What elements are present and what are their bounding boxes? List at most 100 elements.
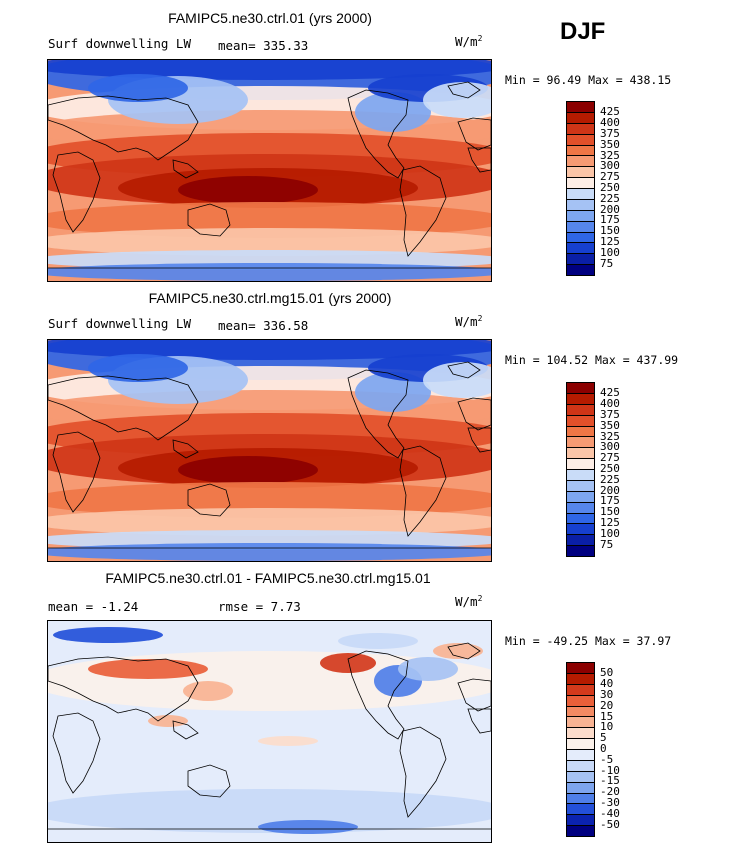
colorbar-tick-label: 325 (600, 148, 620, 162)
coastline (457, 678, 491, 712)
colorbar-swatch (567, 458, 594, 469)
panel-3-colorbar-labels: 50 40 30 20 15 10 5 0 -5 -10 -15 -20 -30 -40 -50 (600, 662, 640, 835)
colorbar-tick-label: 325 (600, 429, 620, 443)
panel-1-minmax: Min = 96.49 Max = 438.15 (505, 73, 672, 87)
coastline (347, 650, 409, 740)
coastline (447, 361, 481, 379)
colorbar-tick-label: 425 (600, 386, 620, 400)
panel-2-units: W/m2 (455, 314, 483, 330)
panel-2-minmax: Min = 104.52 Max = 437.99 (505, 353, 679, 367)
coastline (457, 117, 491, 151)
field-contour (355, 372, 431, 412)
field-contour (88, 354, 188, 382)
field-contour (320, 653, 376, 673)
colorbar-tick-label: 375 (600, 126, 620, 140)
panel-1-title: FAMIPC5.ne30.ctrl.01 (yrs 2000) (168, 10, 372, 26)
panel-1-variable-label: Surf downwelling LW (48, 36, 191, 51)
colorbar-tick-label: 225 (600, 191, 620, 205)
colorbar-swatch (567, 436, 594, 448)
colorbar-swatch (567, 534, 594, 546)
colorbar-tick-label: 75 (600, 256, 614, 270)
colorbar-tick-label: 100 (600, 245, 620, 259)
coastline (48, 656, 199, 722)
colorbar-swatch (567, 490, 594, 502)
field-contour (258, 736, 318, 746)
colorbar-swatch (567, 253, 594, 265)
coastline (399, 165, 447, 257)
colorbar-tick-label: 200 (600, 202, 620, 216)
colorbar-swatch (567, 383, 594, 393)
colorbar-tick-label: 100 (600, 526, 620, 540)
field-contour (48, 508, 491, 536)
colorbar-tick-label: 275 (600, 451, 620, 465)
colorbar-tick-label: -5 (600, 752, 614, 766)
coastline (48, 95, 199, 161)
colorbar-tick-label: 200 (600, 483, 620, 497)
colorbar-tick-label: 5 (600, 731, 607, 745)
colorbar-swatch (567, 727, 594, 739)
colorbar-swatch (567, 198, 594, 210)
panel-3-minmax: Min = -49.25 Max = 37.97 (505, 634, 672, 648)
coastline (48, 375, 199, 441)
field-contour (88, 659, 208, 679)
colorbar-tick-label: 425 (600, 105, 620, 119)
colorbar-swatch (567, 512, 594, 524)
coastline (187, 764, 231, 798)
colorbar-swatch (567, 209, 594, 221)
field-contour (48, 789, 491, 833)
colorbar-tick-label: 225 (600, 472, 620, 486)
field-contour (48, 60, 491, 80)
colorbar-swatch (567, 479, 594, 491)
field-contour (148, 715, 188, 727)
colorbar-tick-label: 75 (600, 537, 614, 551)
field-contour (258, 820, 358, 834)
colorbar-swatch (567, 683, 594, 695)
coastline (187, 483, 231, 517)
coastline (172, 720, 199, 740)
field-contour (398, 657, 458, 681)
colorbar-swatch (567, 220, 594, 232)
colorbar-tick-label: 375 (600, 407, 620, 421)
panel-1-map (47, 59, 492, 282)
coastline (172, 159, 199, 179)
coastline (399, 445, 447, 537)
colorbar-tick-label: 10 (600, 720, 614, 734)
colorbar-tick-label: -30 (600, 796, 620, 810)
coastline (467, 427, 491, 453)
colorbar-tick-label: 300 (600, 159, 620, 173)
colorbar-swatch (567, 102, 594, 112)
coastline (457, 397, 491, 431)
colorbar-swatch (567, 111, 594, 123)
field-contour (48, 228, 491, 256)
colorbar-swatch (567, 663, 594, 673)
colorbar-tick-label: 20 (600, 698, 614, 712)
colorbar-swatch (567, 242, 594, 254)
field-contour (338, 633, 418, 649)
colorbar-swatch (567, 759, 594, 771)
colorbar-tick-label: 250 (600, 462, 620, 475)
coastline (187, 203, 231, 237)
field-contour (48, 482, 491, 518)
coastline (447, 81, 481, 99)
field-contour (433, 643, 483, 659)
colorbar-tick-label: 250 (600, 181, 620, 194)
colorbar-tick-label: 350 (600, 137, 620, 151)
panel-1-mean-label: mean= 335.33 (218, 38, 309, 53)
colorbar-swatch (567, 716, 594, 728)
panel-2-title: FAMIPC5.ne30.ctrl.mg15.01 (yrs 2000) (148, 290, 392, 306)
colorbar-swatch (567, 122, 594, 134)
field-contour (178, 456, 318, 484)
colorbar-swatch (567, 770, 594, 782)
colorbar-swatch (567, 738, 594, 749)
colorbar-tick-label: -40 (600, 806, 620, 820)
colorbar-swatch (567, 792, 594, 804)
colorbar-tick-label: 400 (600, 116, 620, 130)
colorbar-tick-label: 125 (600, 516, 620, 530)
panel-3-rmse-label: rmse = 7.73 (218, 599, 301, 614)
colorbar-swatch (567, 523, 594, 535)
panel-1-colorbar (566, 101, 595, 276)
field-contour (48, 202, 491, 238)
field-contour (423, 362, 491, 398)
field-contour (48, 263, 491, 281)
colorbar-swatch (567, 672, 594, 684)
